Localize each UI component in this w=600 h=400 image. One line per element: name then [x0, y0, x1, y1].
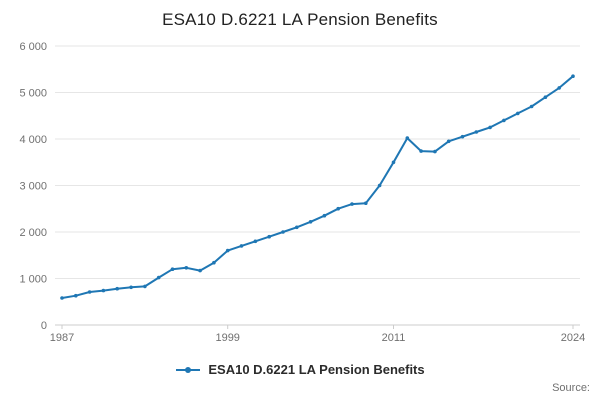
data-point: [571, 74, 575, 78]
y-axis-tick-label: 1 000: [19, 274, 47, 286]
y-axis-tick-label: 2 000: [19, 227, 47, 239]
data-point: [488, 125, 492, 130]
data-point: [129, 285, 133, 290]
data-point: [364, 201, 368, 205]
legend-label: ESA10 D.6221 LA Pension Benefits: [208, 362, 425, 377]
data-point: [377, 183, 382, 188]
data-point: [239, 244, 244, 248]
source-label: Source:: [552, 382, 590, 394]
data-point: [336, 206, 341, 211]
data-point: [474, 130, 479, 134]
data-point: [225, 248, 230, 253]
data-point: [170, 267, 175, 271]
data-point: [74, 293, 78, 298]
data-series-line: [61, 75, 574, 299]
data-point: [156, 275, 161, 280]
data-point: [87, 290, 92, 294]
data-point: [267, 234, 272, 239]
data-point: [460, 134, 465, 139]
data-point: [529, 104, 534, 109]
data-point: [198, 268, 202, 273]
y-axis-tick-label: 4 000: [19, 134, 47, 146]
data-point: [502, 118, 506, 123]
data-point: [557, 86, 561, 90]
data-point: [253, 239, 258, 244]
chart-title: ESA10 D.6221 LA Pension Benefits: [162, 10, 438, 29]
data-point: [281, 230, 285, 234]
y-axis-tick-label: 3 000: [19, 181, 47, 193]
data-point: [516, 111, 520, 116]
y-axis-tick-label: 0: [41, 320, 47, 332]
data-point: [60, 296, 64, 300]
legend-line-marker-icon: [176, 366, 201, 373]
data-point: [115, 286, 119, 291]
data-point: [308, 220, 313, 224]
data-point: [101, 288, 106, 293]
data-point: [184, 266, 189, 270]
data-point: [143, 284, 147, 289]
data-point: [350, 202, 354, 206]
y-axis-tick-label: 6 000: [19, 41, 47, 53]
x-axis-tick-label: 1987: [50, 332, 74, 344]
x-axis-tick-label: 2024: [561, 332, 585, 344]
legend-item[interactable]: ESA10 D.6221 LA Pension Benefits: [0, 362, 600, 377]
data-point: [419, 149, 423, 153]
data-point: [391, 160, 396, 165]
data-point: [433, 149, 437, 154]
x-axis-tick-label: 2011: [382, 332, 406, 344]
y-axis-tick-label: 5 000: [19, 88, 47, 100]
data-point: [322, 213, 327, 218]
x-axis-tick-label: 1999: [215, 332, 239, 344]
data-point: [446, 139, 451, 144]
data-point: [212, 260, 216, 265]
line-chart: 0 1 000 2 000 3 000 4 000 5 000 6 000 1987 1999 2…: [19, 41, 585, 344]
data-point: [543, 95, 548, 99]
data-point: [405, 136, 410, 140]
data-point: [295, 225, 299, 230]
